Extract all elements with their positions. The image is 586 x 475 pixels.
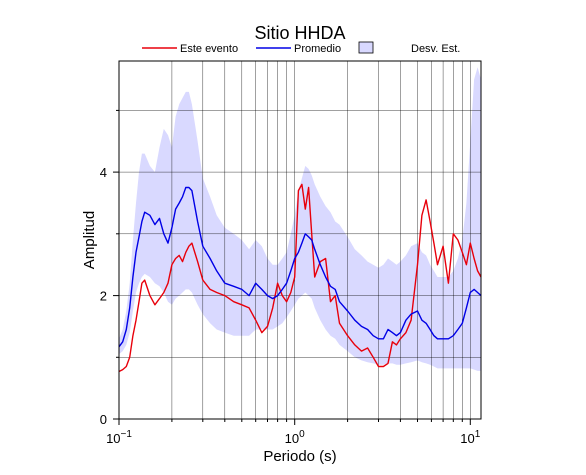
legend-label: Este evento: [180, 43, 238, 55]
std-dev-band: [119, 67, 481, 371]
plot-frame: [118, 60, 482, 420]
x-tick-label: 100: [285, 429, 305, 446]
legend-label: Desv. Est.: [411, 43, 460, 55]
axes: 10−1 100 101 0 2 4: [100, 109, 481, 446]
x-tick-label: 101: [460, 429, 480, 446]
plot-area: [118, 60, 482, 420]
legend-item: Este evento: [142, 43, 238, 55]
series-line-promedio: [119, 186, 481, 348]
chart-title: Sitio HHDA: [254, 23, 345, 43]
x-axis-label: Periodo (s): [263, 448, 336, 465]
legend-item: Promedio: [256, 43, 341, 55]
legend-item: Desv. Est.: [358, 41, 460, 55]
y-tick-label: 0: [100, 412, 107, 427]
x-tick-label: 10−1: [106, 429, 132, 446]
y-tick-label: 2: [100, 289, 107, 304]
legend: Este evento Promedio Desv. Est.: [142, 41, 460, 55]
legend-label: Promedio: [294, 43, 341, 55]
y-axis-label: Amplitud: [81, 211, 98, 269]
series-line-este-evento: [119, 183, 481, 373]
legend-swatch: [358, 41, 374, 54]
y-tick-label: 4: [100, 165, 107, 180]
